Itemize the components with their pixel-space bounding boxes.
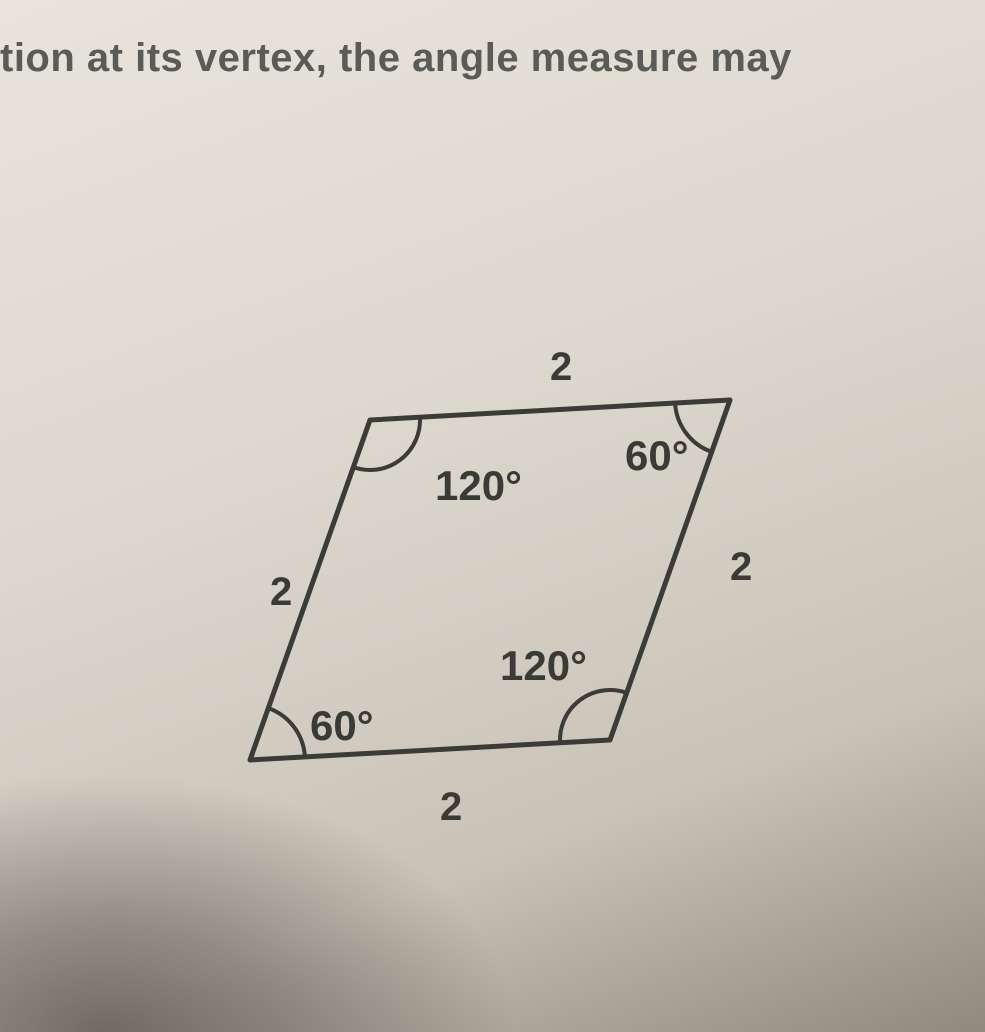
angle-label-120-top: 120° — [435, 462, 522, 509]
side-label-top: 2 — [550, 345, 572, 389]
angle-label-60-top: 60° — [625, 432, 689, 479]
rhombus-svg: 2 2 2 2 120° 60° 120° 60° — [170, 360, 810, 900]
rhombus-diagram: 2 2 2 2 120° 60° 120° 60° — [170, 360, 810, 900]
side-label-right: 2 — [730, 545, 752, 589]
angle-label-120-bot: 120° — [500, 642, 587, 689]
angle-arc-bot-left — [268, 708, 305, 757]
angle-label-60-bot: 60° — [310, 702, 374, 749]
side-label-bottom: 2 — [440, 785, 462, 829]
side-label-left: 2 — [270, 570, 292, 614]
question-text-fragment: tion at its vertex, the angle measure ma… — [0, 36, 792, 81]
